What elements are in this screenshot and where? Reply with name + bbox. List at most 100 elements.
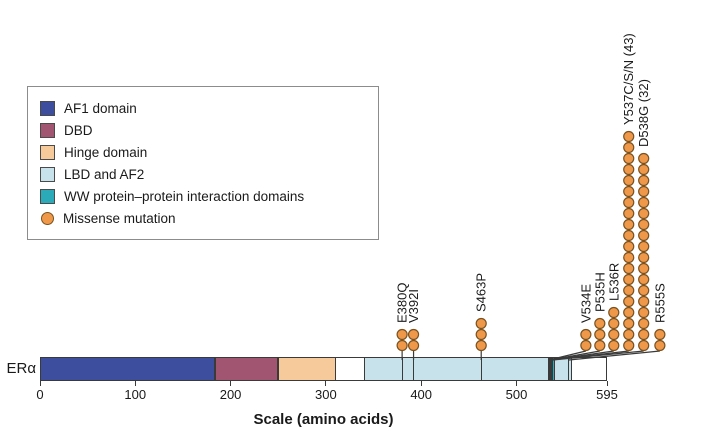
axis-tick bbox=[134, 381, 136, 386]
mutation-circle bbox=[623, 152, 635, 165]
mutation-circle bbox=[623, 229, 635, 242]
mutation-circle bbox=[638, 207, 650, 220]
mutation-site-line bbox=[550, 358, 552, 380]
mutation-circle bbox=[594, 328, 606, 341]
mutation-circle bbox=[475, 339, 487, 352]
legend-item: Hinge domain bbox=[40, 141, 366, 163]
mutation-circle bbox=[594, 339, 606, 352]
legend-swatch-lbd-and-af2 bbox=[40, 166, 55, 182]
axis-tick-label: 400 bbox=[410, 387, 433, 402]
mutation-circle bbox=[623, 196, 635, 209]
mutation-circle bbox=[608, 328, 620, 341]
domain-segment-hinge-domain bbox=[278, 357, 337, 381]
mutation-circle bbox=[623, 317, 635, 330]
mutation-label: V534E bbox=[578, 284, 593, 323]
mutation-circle bbox=[623, 262, 635, 275]
mutation-site-line bbox=[548, 358, 550, 380]
mutation-lollipop-y537c-s-n-43: Y537C/S/N (43) bbox=[551, 33, 636, 361]
mutation-circle bbox=[638, 163, 650, 176]
mutation-circle bbox=[638, 339, 650, 352]
mutation-circle bbox=[580, 328, 592, 341]
mutation-circle bbox=[638, 295, 650, 308]
mutation-circle bbox=[623, 339, 635, 352]
mutation-label: S463P bbox=[474, 273, 489, 312]
mutation-lollipop-p535h: P535H bbox=[549, 272, 607, 361]
mutation-circle bbox=[623, 273, 635, 286]
mutation-circle bbox=[396, 328, 408, 341]
legend-item-label: LBD and AF2 bbox=[64, 166, 145, 182]
legend-swatch-dbd bbox=[40, 122, 55, 138]
mutation-circle bbox=[638, 185, 650, 198]
mutation-circle bbox=[623, 218, 635, 231]
mutation-circle bbox=[475, 328, 487, 341]
legend-item: WW protein–protein interaction domains bbox=[40, 185, 366, 207]
mutation-lollipop-r555s: R555S bbox=[568, 283, 667, 361]
mutation-label: D538G (32) bbox=[636, 79, 651, 147]
mutation-lollipop-v534e: V534E bbox=[548, 284, 593, 361]
mutation-circle bbox=[608, 306, 620, 319]
mutation-circle bbox=[654, 328, 666, 341]
mutation-lollipop-v392i: V392I bbox=[406, 289, 421, 360]
mutation-site-line bbox=[552, 358, 554, 380]
mutation-lollipop-l536r: L536R bbox=[550, 263, 621, 361]
axis-tick-label: 500 bbox=[505, 387, 528, 402]
legend-item-label: WW protein–protein interaction domains bbox=[64, 188, 305, 204]
mutation-circle bbox=[608, 317, 620, 330]
mutation-site-line bbox=[401, 358, 403, 380]
axis-label: Scale (amino acids) bbox=[253, 411, 394, 428]
axis-tick bbox=[606, 381, 608, 386]
axis-tick-label: 595 bbox=[596, 387, 618, 402]
protein-label: ERα bbox=[6, 360, 36, 377]
mutation-circle bbox=[580, 339, 592, 352]
mutation-circle bbox=[654, 339, 666, 352]
mutation-circle bbox=[638, 218, 650, 231]
mutation-circle bbox=[623, 328, 635, 341]
mutation-site-line bbox=[480, 358, 482, 380]
mutation-lollipop-d538g-32: D538G (32) bbox=[552, 79, 651, 361]
legend-item-label: Missense mutation bbox=[63, 210, 176, 226]
mutation-circle bbox=[407, 328, 420, 341]
domain-segment-af1-domain bbox=[40, 357, 216, 381]
mutation-circle bbox=[623, 207, 635, 220]
mutation-circle bbox=[623, 141, 635, 154]
mutation-label: Y537C/S/N (43) bbox=[621, 33, 636, 125]
axis-tick-label: 100 bbox=[124, 387, 147, 402]
mutation-circle bbox=[638, 196, 650, 209]
mutation-circle bbox=[396, 339, 408, 352]
mutation-circle bbox=[638, 174, 650, 187]
mutation-label: V392I bbox=[406, 289, 421, 323]
legend: AF1 domain DBD Hinge domain LBD and AF2 WW p… bbox=[27, 86, 379, 240]
mutation-label: L536R bbox=[606, 263, 621, 301]
mutation-circle bbox=[638, 240, 650, 253]
axis-tick bbox=[325, 381, 327, 386]
mutation-circle bbox=[638, 251, 650, 264]
axis-tick bbox=[230, 381, 232, 386]
mutation-circle bbox=[638, 229, 650, 242]
mutation-circle bbox=[638, 262, 650, 275]
legend-item-label: AF1 domain bbox=[64, 100, 137, 116]
mutation-circle bbox=[638, 152, 650, 165]
mutation-circle bbox=[623, 174, 635, 187]
legend-item: Missense mutation bbox=[40, 207, 366, 229]
legend-item: DBD bbox=[40, 119, 366, 141]
mutation-lollipop-e380q: E380Q bbox=[395, 283, 410, 360]
mutation-site-line bbox=[549, 358, 551, 380]
axis-tick-label: 200 bbox=[219, 387, 242, 402]
mutation-label: R555S bbox=[652, 283, 667, 323]
mutation-circle bbox=[638, 273, 650, 286]
mutation-circle bbox=[623, 295, 635, 308]
legend-swatch-ww-protein-protein-interaction-domains bbox=[40, 188, 55, 204]
mutation-circle bbox=[623, 163, 635, 176]
mutation-circle bbox=[594, 317, 606, 330]
domain-segment-lbd-and-af2 bbox=[364, 357, 572, 381]
mutation-circle bbox=[407, 339, 420, 352]
legend-item-label: DBD bbox=[64, 122, 93, 138]
mutation-site-line bbox=[413, 358, 415, 380]
legend-swatch-hinge-domain bbox=[40, 144, 55, 160]
mutation-circle bbox=[623, 240, 635, 253]
mutation-circle bbox=[623, 306, 635, 319]
mutation-circle bbox=[608, 339, 620, 352]
mutation-site-line bbox=[568, 358, 570, 380]
mutation-circle bbox=[475, 317, 487, 330]
domain-segment-dbd bbox=[215, 357, 279, 381]
